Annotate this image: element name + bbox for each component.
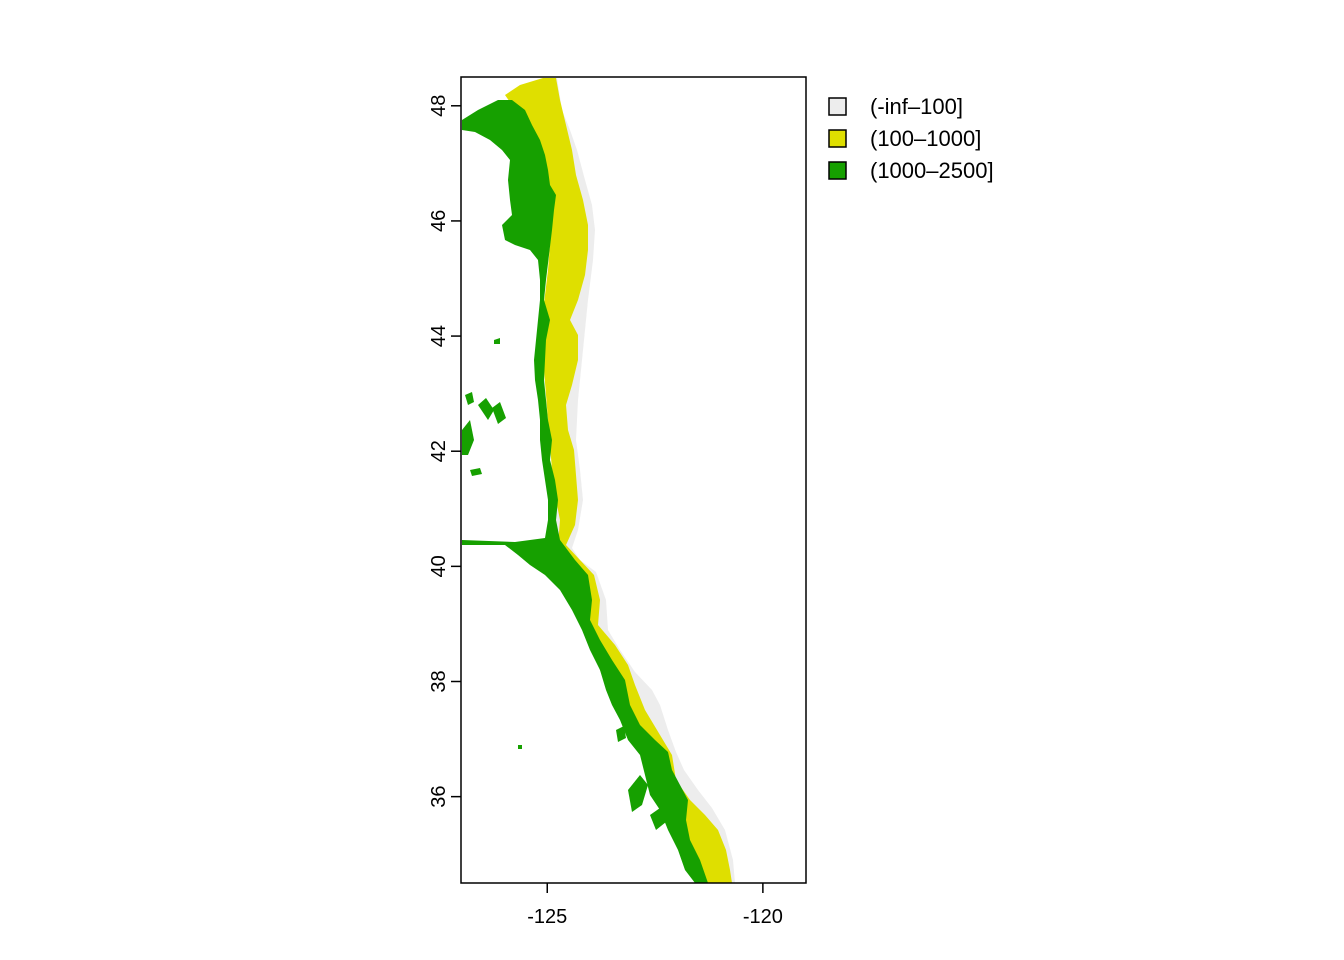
y-tick-label: 36 bbox=[428, 786, 450, 808]
y-tick-label: 42 bbox=[428, 440, 450, 462]
legend-swatch bbox=[828, 129, 847, 148]
y-tick-label: 44 bbox=[428, 325, 450, 347]
x-tick-label: -120 bbox=[743, 906, 783, 928]
legend-swatch bbox=[828, 97, 847, 116]
x-tick-label: -125 bbox=[527, 906, 567, 928]
band-mid-elevation bbox=[505, 78, 732, 883]
legend-label: (-inf–100] bbox=[870, 94, 963, 119]
x-axis: -125 -120 bbox=[527, 883, 783, 928]
legend-label: (100–1000] bbox=[870, 126, 981, 151]
y-tick-label: 48 bbox=[428, 95, 450, 117]
y-tick-label: 46 bbox=[428, 210, 450, 232]
y-tick-label: 40 bbox=[428, 555, 450, 577]
legend-label: (1000–2500] bbox=[870, 158, 994, 183]
offshore-fragments bbox=[462, 338, 666, 830]
y-axis: 36 38 40 42 44 46 48 bbox=[428, 95, 461, 808]
raster-layers bbox=[462, 78, 735, 883]
band-high-elevation bbox=[462, 100, 708, 883]
y-tick-label: 38 bbox=[428, 670, 450, 692]
legend: (-inf–100] (100–1000] (1000–2500] bbox=[828, 94, 994, 183]
legend-swatch bbox=[828, 161, 847, 180]
plot-frame bbox=[460, 76, 807, 884]
band-low-elevation bbox=[536, 78, 735, 883]
